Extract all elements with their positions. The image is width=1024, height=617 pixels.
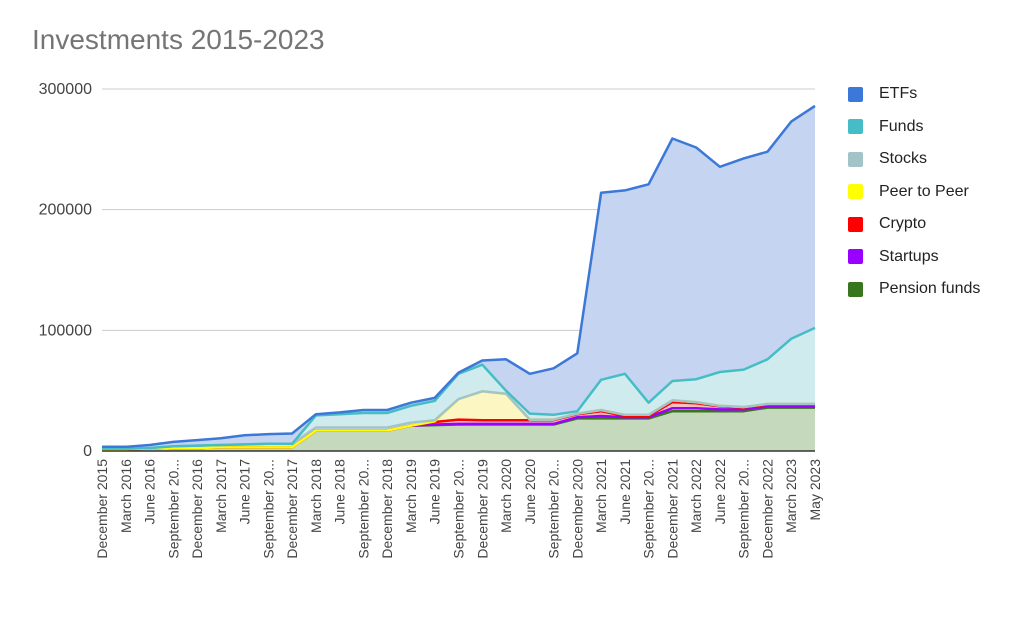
x-tick-label: December 2021 bbox=[664, 459, 680, 559]
x-tick-label: December 2020 bbox=[569, 459, 585, 559]
axes: 0 100000 200000 300000 December 2015 March 20… bbox=[39, 81, 823, 559]
x-tick-label: June 2018 bbox=[332, 459, 348, 525]
legend-swatch bbox=[848, 249, 863, 265]
x-tick-label: September 20... bbox=[451, 459, 467, 559]
y-tick-label: 0 bbox=[83, 443, 92, 460]
legend-swatch bbox=[848, 216, 863, 232]
x-tick-label: June 2021 bbox=[617, 459, 633, 525]
legend-item: Peer to Peer bbox=[848, 176, 980, 209]
legend-swatch bbox=[848, 281, 863, 297]
legend-label: Stocks bbox=[879, 150, 928, 168]
x-tick-label: June 2022 bbox=[712, 459, 728, 525]
legend-item: Startups bbox=[848, 241, 980, 274]
legend-label: ETFs bbox=[879, 85, 918, 103]
series-lines bbox=[102, 104, 816, 451]
x-tick-label: September 20... bbox=[546, 459, 562, 559]
legend-label: Peer to Peer bbox=[879, 182, 969, 200]
legend-item: Stocks bbox=[848, 143, 980, 176]
legend-label: Crypto bbox=[879, 215, 927, 233]
legend-item: Crypto bbox=[848, 208, 980, 241]
x-tick-label: September 20... bbox=[641, 459, 657, 559]
x-tick-label: March 2022 bbox=[688, 459, 704, 533]
x-tick-label: September 20... bbox=[736, 459, 752, 559]
area-peer-to-peer bbox=[102, 391, 815, 450]
legend-swatch bbox=[848, 184, 863, 200]
x-tick-label: December 2018 bbox=[379, 459, 395, 559]
legend-item: Funds bbox=[848, 111, 980, 144]
chart-title: Investments 2015-2023 bbox=[32, 24, 325, 55]
y-tick-label: 300000 bbox=[39, 81, 92, 98]
legend-swatch bbox=[848, 119, 863, 135]
legend: ETFs Funds Stocks Peer to Peer Crypto Startup… bbox=[848, 78, 980, 306]
legend-item: ETFs bbox=[848, 78, 980, 111]
x-tick-label: March 2023 bbox=[783, 459, 799, 533]
x-tick-label: June 2020 bbox=[522, 459, 538, 525]
x-tick-label: June 2016 bbox=[142, 459, 158, 525]
x-tick-label: March 2019 bbox=[403, 459, 419, 533]
x-tick-label: September 20... bbox=[165, 459, 181, 559]
x-tick-label: September 20... bbox=[355, 459, 371, 559]
y-tick-label: 100000 bbox=[39, 322, 92, 339]
x-tick-label: March 2016 bbox=[118, 459, 134, 533]
x-tick-label: December 2022 bbox=[760, 459, 776, 559]
y-tick-label: 200000 bbox=[39, 202, 92, 219]
x-tick-label: December 2016 bbox=[189, 459, 205, 559]
legend-label: Startups bbox=[879, 247, 939, 265]
legend-label: Funds bbox=[879, 117, 924, 135]
x-tick-label: March 2021 bbox=[593, 459, 609, 533]
x-tick-label: September 20... bbox=[260, 459, 276, 559]
x-tick-label: March 2018 bbox=[308, 459, 324, 533]
legend-item: Pension funds bbox=[848, 273, 980, 306]
legend-swatch bbox=[848, 86, 863, 102]
x-tick-label: December 2017 bbox=[284, 459, 300, 559]
x-tick-label: May 2023 bbox=[807, 459, 823, 521]
x-tick-label: March 2017 bbox=[213, 459, 229, 533]
line-etfs bbox=[102, 104, 816, 449]
x-tick-label: March 2020 bbox=[498, 459, 514, 533]
area-funds bbox=[102, 327, 815, 449]
legend-label: Pension funds bbox=[879, 280, 981, 298]
x-tick-label: June 2017 bbox=[237, 459, 253, 525]
area-etfs bbox=[102, 105, 815, 449]
x-tick-label: June 2019 bbox=[427, 459, 443, 525]
legend-swatch bbox=[848, 151, 863, 167]
x-tick-label: December 2015 bbox=[94, 459, 110, 559]
x-tick-label: December 2019 bbox=[474, 459, 490, 559]
